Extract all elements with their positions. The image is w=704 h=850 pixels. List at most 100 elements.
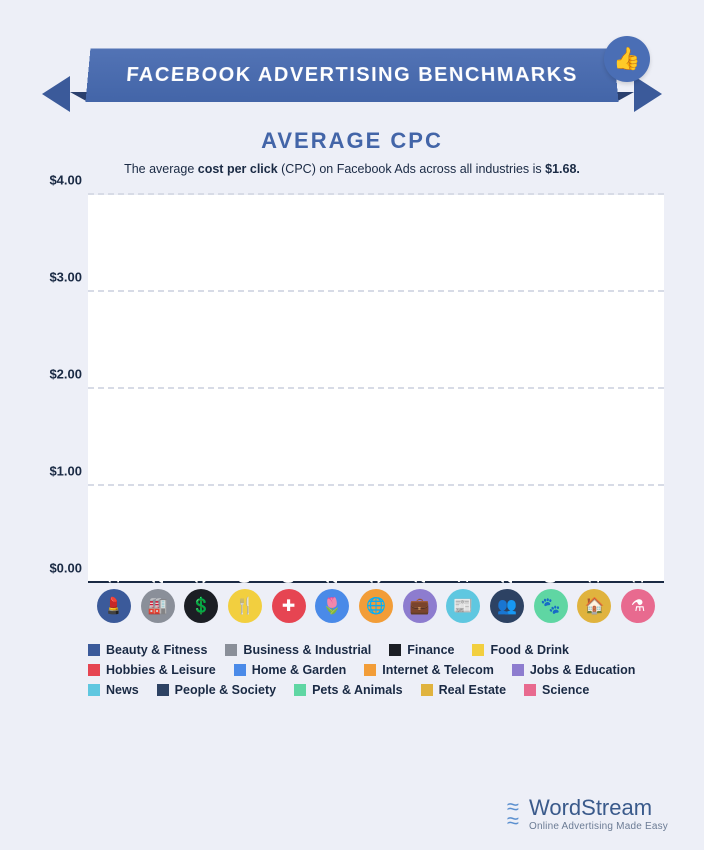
bar-value-label: 3.89 [191, 550, 211, 583]
icon-slot: ⚗ [616, 589, 660, 629]
bar-value-label: 2.11 [410, 551, 430, 583]
legend-swatch [225, 644, 237, 656]
legend-item: News [88, 683, 139, 697]
bar-value-label: 0.42 [235, 550, 255, 583]
legend-swatch [421, 684, 433, 696]
brand-text: WordStream Online Advertising Made Easy [529, 795, 668, 832]
category-icon: 💄 [97, 589, 131, 623]
bar-value-label: 0.68 [279, 550, 299, 583]
legend-label: Internet & Telecom [382, 663, 494, 677]
legend-label: Real Estate [439, 683, 506, 697]
gridline [88, 193, 664, 195]
ribbon-main: FACEBOOK ADVERTISING BENCHMARKS [85, 48, 618, 102]
icon-slot: 🍴 [223, 589, 267, 629]
legend-item: Hobbies & Leisure [88, 663, 216, 677]
chart-title: AVERAGE CPC [30, 128, 674, 154]
legend-swatch [512, 664, 524, 676]
icon-slot: 📰 [442, 589, 486, 629]
legend-swatch [524, 684, 536, 696]
category-icon: 🐾 [534, 589, 568, 623]
bar-value-label: 0.61 [541, 550, 561, 583]
legend-swatch [364, 664, 376, 676]
legend-label: Home & Garden [252, 663, 346, 677]
infographic-container: FACEBOOK ADVERTISING BENCHMARKS 👍 AVERAG… [0, 0, 704, 717]
y-tick-label: $0.00 [34, 560, 82, 575]
brand-logo: ≈ ≈ WordStream Online Advertising Made E… [507, 795, 668, 832]
legend-item: Pets & Animals [294, 683, 403, 697]
icon-slot: 💼 [398, 589, 442, 629]
legend-swatch [234, 664, 246, 676]
category-icon: 💲 [184, 589, 218, 623]
ribbon-tail-right [634, 76, 662, 112]
y-tick-label: $2.00 [34, 366, 82, 381]
gridline [88, 290, 664, 292]
legend-swatch [88, 644, 100, 656]
legend-item: Beauty & Fitness [88, 643, 207, 657]
legend-label: Beauty & Fitness [106, 643, 207, 657]
legend-item: Jobs & Education [512, 663, 636, 677]
category-icon: 👥 [490, 589, 524, 623]
ribbon-tail-left [42, 76, 70, 112]
y-tick-label: $3.00 [34, 269, 82, 284]
brand-waves-icon: ≈ ≈ [507, 800, 519, 826]
bar-value-label: 2.48 [148, 550, 168, 583]
bar-value-label: 1.11 [453, 551, 473, 583]
category-icon: 🍴 [228, 589, 262, 623]
bar-value-label: 2.01 [497, 550, 517, 583]
bar-value-label: 1.81 [584, 550, 604, 583]
icon-slot: 🌐 [354, 589, 398, 629]
bars-row: 1.852.483.890.420.682.783.072.111.112.01… [88, 195, 664, 583]
legend-item: Food & Drink [472, 643, 568, 657]
icon-slot: 💄 [92, 589, 136, 629]
icon-slot: 🏭 [136, 589, 180, 629]
legend-item: Science [524, 683, 589, 697]
chart-zone: 1.852.483.890.420.682.783.072.111.112.01… [34, 195, 670, 635]
brand-tagline: Online Advertising Made Easy [529, 821, 668, 832]
category-icon: ✚ [272, 589, 306, 623]
y-tick-label: $1.00 [34, 463, 82, 478]
gridline [88, 484, 664, 486]
category-icons-row: 💄🏭💲🍴✚🌷🌐💼📰👥🐾🏠⚗ [88, 589, 664, 629]
icon-slot: 🐾 [529, 589, 573, 629]
gridline [88, 387, 664, 389]
legend-label: Science [542, 683, 589, 697]
legend-item: Business & Industrial [225, 643, 371, 657]
ribbon-fold-right [616, 92, 634, 102]
icon-slot: ✚ [267, 589, 311, 629]
legend-item: People & Society [157, 683, 276, 697]
legend-swatch [88, 684, 100, 696]
legend-label: Pets & Animals [312, 683, 403, 697]
title-ribbon: FACEBOOK ADVERTISING BENCHMARKS 👍 [30, 30, 674, 120]
category-icon: 🌐 [359, 589, 393, 623]
legend-label: Food & Drink [490, 643, 568, 657]
banner-title: FACEBOOK ADVERTISING BENCHMARKS [125, 64, 578, 87]
legend-swatch [472, 644, 484, 656]
category-icon: 🌷 [315, 589, 349, 623]
bar-value-label: 3.07 [366, 550, 386, 583]
brand-name: WordStream [529, 795, 668, 821]
legend-swatch [157, 684, 169, 696]
category-icon: 🏭 [141, 589, 175, 623]
heading-block: AVERAGE CPC The average cost per click (… [30, 128, 674, 179]
legend-label: Finance [407, 643, 454, 657]
legend-label: Hobbies & Leisure [106, 663, 216, 677]
bar-value-label: 1.33 [628, 550, 648, 583]
icon-slot: 💲 [179, 589, 223, 629]
icon-slot: 👥 [485, 589, 529, 629]
legend-item: Finance [389, 643, 454, 657]
y-tick-label: $4.00 [34, 172, 82, 187]
legend-label: Business & Industrial [243, 643, 371, 657]
legend-label: Jobs & Education [530, 663, 636, 677]
chart-plot: 1.852.483.890.420.682.783.072.111.112.01… [88, 195, 664, 583]
legend-item: Internet & Telecom [364, 663, 494, 677]
category-icon: 💼 [403, 589, 437, 623]
legend-swatch [389, 644, 401, 656]
legend-swatch [294, 684, 306, 696]
legend: Beauty & Fitness Business & Industrial Fin… [30, 635, 674, 697]
legend-label: News [106, 683, 139, 697]
chart-subtitle: The average cost per click (CPC) on Face… [30, 160, 674, 179]
icon-slot: 🌷 [310, 589, 354, 629]
legend-item: Real Estate [421, 683, 506, 697]
legend-label: People & Society [175, 683, 276, 697]
legend-swatch [88, 664, 100, 676]
